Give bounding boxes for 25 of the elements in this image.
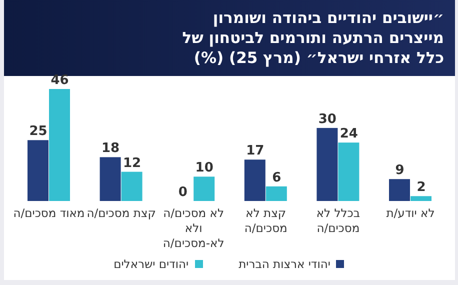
data-label: 18 [102,141,120,156]
data-label: 6 [272,170,282,186]
bar [316,128,338,201]
bar [244,160,266,201]
data-label: 17 [246,144,264,159]
bar [266,186,287,201]
data-label: 0 [178,185,188,200]
data-label: 30 [318,112,336,127]
data-label: 24 [340,126,358,142]
data-label: 12 [123,156,142,171]
data-label: 46 [50,73,69,88]
bar [410,196,432,201]
bar [28,140,48,201]
bar [338,142,360,201]
bar [100,157,121,201]
bar [389,179,410,201]
data-label: 2 [416,180,426,196]
title: ״יישובים יהודיים ביהודה ושומרון מייצרים הרתעה ותורמים לביטחון של כלל אזרחי ישראל״ (מרץ 25) (%) [181,8,444,68]
bar [194,176,215,201]
bar [121,172,142,201]
data-label: 25 [29,124,48,140]
bar [49,89,70,201]
legend-label: יהודים ישראלים [114,257,189,271]
data-label: 9 [395,163,404,178]
data-label: 10 [195,160,214,176]
